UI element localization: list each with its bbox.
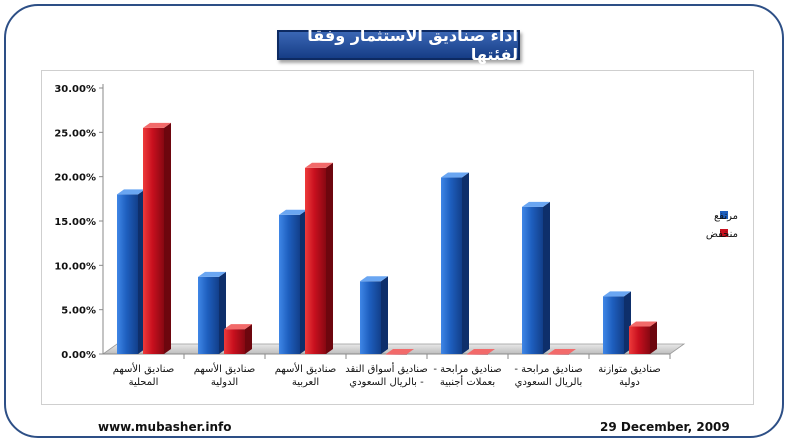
y-tick-label: 0.00% bbox=[61, 350, 96, 361]
chart-title: اداء صناديق الاستثمار وفقا لفئتها bbox=[277, 26, 520, 64]
y-tick-label: 5.00% bbox=[61, 306, 96, 317]
bar-rise bbox=[441, 177, 462, 354]
y-tick-label: 15.00% bbox=[54, 217, 96, 228]
chart-title-text: اداء صناديق الاستثمار وفقا لفئتها bbox=[307, 26, 518, 64]
category-label: صناديق الأسهم bbox=[194, 362, 255, 375]
category-label: صناديق الأسهم bbox=[275, 362, 336, 375]
bar-rise-top bbox=[360, 276, 388, 282]
bar-fall-side bbox=[326, 162, 333, 354]
y-tick-label: 10.00% bbox=[54, 261, 96, 272]
bar-rise-top bbox=[522, 201, 550, 207]
bar-fall-top bbox=[305, 162, 333, 168]
bar-rise bbox=[360, 281, 381, 354]
website-footer: www.mubasher.info bbox=[98, 420, 232, 434]
legend-swatch bbox=[720, 211, 728, 219]
bar-fall-top bbox=[224, 324, 252, 330]
bar-fall-top bbox=[386, 349, 414, 354]
category-label: صناديق مرابحة - bbox=[433, 364, 501, 375]
bar-fall-top bbox=[548, 349, 576, 354]
y-tick-label: 20.00% bbox=[54, 173, 96, 184]
bar-rise-top bbox=[441, 172, 469, 178]
bar-rise-top bbox=[198, 271, 226, 277]
y-tick-label: 30.00% bbox=[54, 84, 96, 95]
bar-fall bbox=[467, 354, 488, 355]
category-label: صناديق الأسهم bbox=[113, 362, 174, 375]
bar-fall-top bbox=[629, 321, 657, 327]
category-label: العربية bbox=[292, 377, 319, 388]
legend-swatch bbox=[720, 229, 728, 237]
bar-fall bbox=[224, 329, 245, 354]
category-label: المحلية bbox=[129, 377, 159, 388]
bar-rise-top bbox=[279, 209, 307, 215]
category-label: بعملات أجنبية bbox=[440, 375, 495, 388]
bar-fall-top bbox=[467, 349, 495, 354]
category-label: دولية bbox=[619, 377, 640, 388]
legend-label: منخفض bbox=[706, 229, 738, 240]
category-label: صناديق متوازنة bbox=[598, 364, 661, 375]
bar-rise-top bbox=[117, 189, 145, 195]
bar-rise bbox=[279, 214, 300, 354]
category-label: صناديق أسواق النقد bbox=[345, 362, 428, 375]
bar-rise-side bbox=[543, 201, 550, 354]
bar-fall bbox=[143, 127, 164, 355]
bar-fall-top bbox=[143, 122, 171, 128]
category-label: بالريال السعودي bbox=[515, 377, 583, 388]
date-footer: 29 December, 2009 bbox=[600, 420, 730, 434]
bar-rise bbox=[117, 194, 138, 354]
bar-rise bbox=[603, 296, 624, 354]
category-label: - بالريال السعودي bbox=[349, 377, 424, 388]
bar-fall-side bbox=[650, 321, 657, 354]
bar-fall bbox=[548, 354, 569, 355]
bar-fall-side bbox=[245, 324, 252, 354]
bar-rise bbox=[522, 206, 543, 354]
legend-label: مرتفع bbox=[714, 211, 738, 222]
category-label: صناديق مرابحة - bbox=[514, 364, 582, 375]
bar-rise-top bbox=[603, 291, 631, 297]
y-tick-label: 25.00% bbox=[54, 128, 96, 139]
bar-fall-side bbox=[164, 122, 171, 355]
bar-fall bbox=[386, 354, 407, 355]
bar-rise bbox=[198, 276, 219, 354]
bar-rise-side bbox=[381, 276, 388, 354]
bar-fall bbox=[305, 167, 326, 354]
category-label: الدولية bbox=[211, 377, 238, 388]
bar-rise-side bbox=[462, 172, 469, 354]
bar-fall bbox=[629, 326, 650, 354]
